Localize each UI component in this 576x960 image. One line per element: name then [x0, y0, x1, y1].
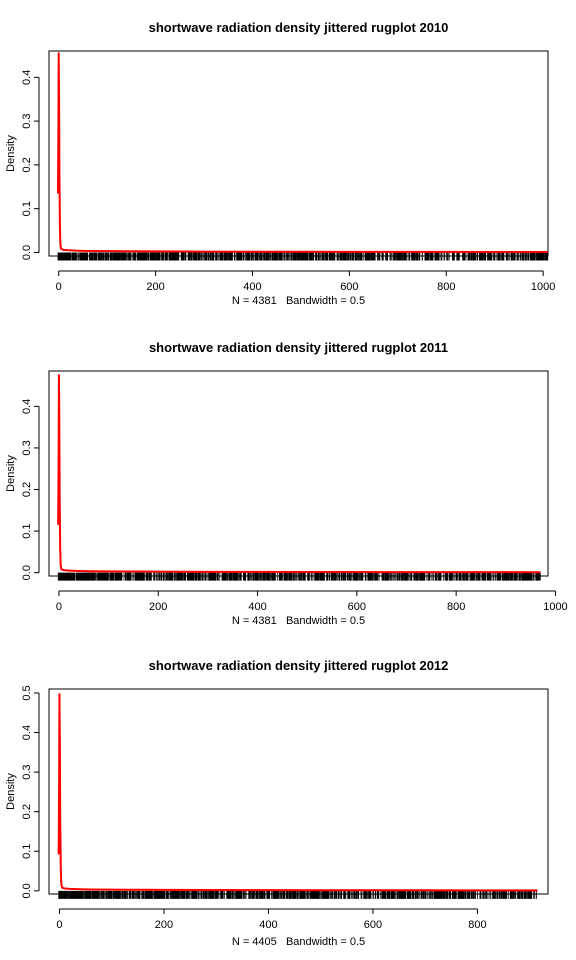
y-axis-label: Density	[5, 455, 17, 492]
rug-marks	[58, 890, 537, 899]
x-tick-label: 600	[348, 601, 366, 613]
rug-ticks	[57, 572, 541, 581]
y-tick-label: 0.2	[21, 157, 33, 172]
y-tick-label: 0.1	[21, 201, 33, 216]
x-axis: 0 200 400 600 800	[56, 908, 487, 931]
y-tick-label: 0.3	[21, 764, 33, 779]
x-axis-label: N = 4405 Bandwidth = 0.5	[232, 936, 365, 948]
x-tick-label: 400	[248, 601, 266, 613]
x-tick-label: 600	[340, 281, 358, 293]
x-tick-label: 0	[56, 919, 62, 931]
x-tick-label: 1000	[531, 281, 555, 293]
x-tick-label: 0	[56, 601, 62, 613]
x-axis: 0 200 400 600 800 1000	[56, 270, 555, 293]
y-tick-label: 0.0	[21, 883, 33, 898]
rug-marks	[57, 572, 541, 581]
y-tick-label: 0.4	[21, 70, 33, 85]
x-tick-label: 200	[155, 919, 173, 931]
y-tick-label: 0.4	[21, 725, 33, 740]
rug-ticks	[58, 890, 537, 899]
chart-title: shortwave radiation density jittered rug…	[149, 340, 448, 355]
x-tick-label: 200	[146, 281, 164, 293]
chart-panel-3: shortwave radiation density jittered rug…	[5, 658, 549, 948]
y-axis: 0.0 0.1 0.2 0.3 0.4 0.5	[21, 685, 40, 898]
rug-marks	[57, 252, 549, 261]
chart-panel-1: shortwave radiation density jittered rug…	[5, 20, 555, 307]
y-tick-label: 0.3	[21, 440, 33, 455]
x-tick-label: 200	[149, 601, 167, 613]
plot-frame	[48, 370, 549, 577]
x-tick-label: 800	[468, 919, 486, 931]
chart-title: shortwave radiation density jittered rug…	[149, 20, 449, 35]
y-tick-label: 0.3	[21, 113, 33, 128]
x-axis-label: N = 4381 Bandwidth = 0.5	[232, 295, 365, 307]
y-tick-label: 0.5	[21, 685, 33, 700]
rug-ticks	[57, 252, 549, 261]
y-axis: 0.0 0.1 0.2 0.3 0.4	[21, 399, 40, 580]
density-curve	[57, 374, 541, 574]
y-tick-label: 0.2	[21, 482, 33, 497]
chart-title: shortwave radiation density jittered rug…	[149, 658, 449, 673]
y-axis-label: Density	[5, 135, 17, 172]
y-tick-label: 0.1	[21, 523, 33, 538]
y-tick-label: 0.0	[21, 565, 33, 580]
x-tick-label: 0	[56, 281, 62, 293]
density-curve	[56, 52, 549, 254]
y-tick-label: 0.1	[21, 844, 33, 859]
density-curve	[57, 693, 538, 892]
y-axis: 0.0 0.1 0.2 0.3 0.4	[21, 70, 40, 260]
y-axis-label: Density	[5, 773, 17, 810]
x-axis-label: N = 4381 Bandwidth = 0.5	[232, 615, 365, 627]
x-tick-label: 1000	[543, 601, 567, 613]
y-tick-label: 0.0	[21, 245, 33, 260]
y-tick-label: 0.2	[21, 804, 33, 819]
chart-panel-2: shortwave radiation density jittered rug…	[5, 340, 568, 627]
plot-frame	[48, 688, 549, 895]
x-tick-label: 600	[364, 919, 382, 931]
plot-frame	[48, 50, 549, 257]
x-tick-label: 400	[259, 919, 277, 931]
x-tick-label: 800	[447, 601, 465, 613]
y-tick-label: 0.4	[21, 399, 33, 414]
x-axis: 0 200 400 600 800 1000	[56, 590, 568, 613]
x-tick-label: 800	[437, 281, 455, 293]
x-tick-label: 400	[243, 281, 261, 293]
